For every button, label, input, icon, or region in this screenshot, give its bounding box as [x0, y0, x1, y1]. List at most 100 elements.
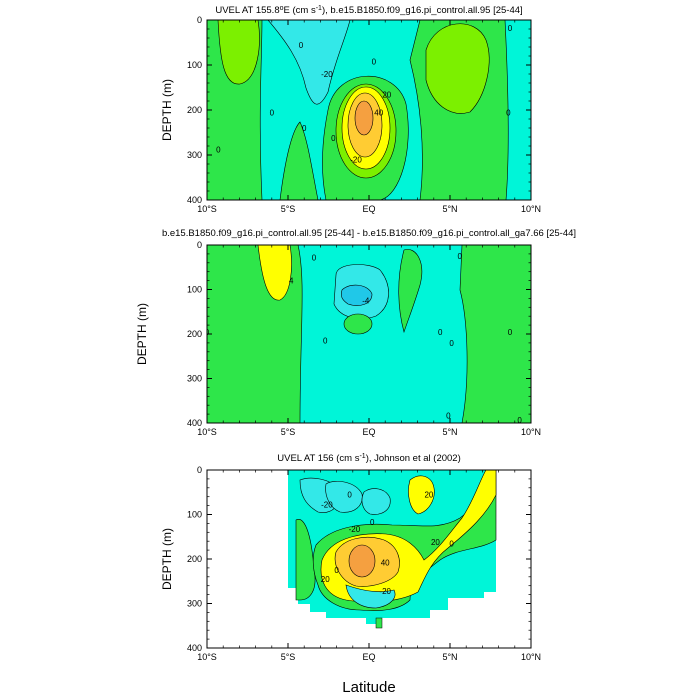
figure-xlabel: Latitude — [342, 679, 395, 696]
panel-3-ytick-label: 0 — [197, 465, 202, 475]
contour-label: -20 — [350, 156, 362, 165]
panel-3-ylabel: DEPTH (m) — [160, 528, 174, 590]
contour-label: -20 — [321, 70, 333, 79]
contour-label: 0 — [299, 41, 304, 50]
panel-2-ytick-label: 200 — [187, 329, 202, 339]
panel-1-ytick-label: 200 — [187, 105, 202, 115]
contour-label: 0 — [302, 124, 307, 133]
panel-1-ylabel: DEPTH (m) — [160, 79, 174, 141]
contour-label: 0 — [446, 411, 451, 420]
panel-1-euc-core — [354, 100, 374, 136]
contour-label: 0 — [347, 490, 352, 499]
panel-1: UVEL AT 155.8oE (cm s-1), b.e15.B1850.f0… — [160, 5, 541, 214]
contour-label: 0 — [449, 539, 454, 548]
panel-2-xtick-label: 10°S — [197, 427, 217, 437]
panel-3-contour-labels: -20 0 0 -20 20 20 0 40 20 0 -20 — [321, 490, 455, 596]
panel-2-positive-blob — [343, 313, 373, 335]
panel-3-xtick-label: 10°S — [197, 652, 217, 662]
panel-1-xtick-label: 10°N — [521, 204, 541, 214]
contour-label: 0 — [205, 328, 210, 337]
contour-label: 0 — [508, 328, 513, 337]
panel-3: UVEL AT 156 (cm s-1), Johnson et al (200… — [160, 453, 541, 662]
panel-1-ytick-label: 400 — [187, 195, 202, 205]
contour-label: 4 — [289, 277, 294, 286]
contour-label: 0 — [438, 328, 443, 337]
panel-2-west-peak — [257, 245, 292, 301]
panel-1-contour-labels: 0 -20 0 0 0 0 20 40 -20 0 0 0 — [216, 24, 513, 164]
contour-label: 0 — [508, 24, 513, 33]
panel-2-negative-core — [340, 284, 373, 306]
panel-3-deep-negative — [345, 584, 396, 609]
contour-label: 40 — [381, 559, 390, 568]
panel-2-north-tongue — [398, 249, 423, 334]
panel-2-xtick-label: 10°N — [521, 427, 541, 437]
contour-label: 0 — [270, 108, 275, 117]
contour-label: 0 — [449, 339, 454, 348]
panel-1-xtick-label: 5°S — [281, 204, 296, 214]
panel-2-ytick-label: 300 — [187, 374, 202, 384]
panel-3-field: -20 0 0 -20 20 20 0 40 20 0 -20 — [288, 470, 497, 629]
panel-1-xtick-label: 5°N — [442, 204, 457, 214]
panel-1-ytick-label: 100 — [187, 60, 202, 70]
panel-2-xtick-label: 5°S — [281, 427, 296, 437]
panel-1-south-tongue — [279, 121, 319, 200]
panel-1-ytick-label: 300 — [187, 150, 202, 160]
contour-label: 0 — [334, 566, 339, 575]
panel-1-xtick-label: EQ — [362, 204, 375, 214]
panel-3-ytick-label: 400 — [187, 643, 202, 653]
panel-2-east-positive-region — [459, 245, 531, 423]
panel-3-negative-jet-2 — [361, 488, 391, 515]
contour-label: 0 — [506, 108, 511, 117]
panel-2: b.e15.B1850.f09_g16.pi_control.all.95 [2… — [135, 228, 576, 437]
panel-2-ytick-label: 400 — [187, 418, 202, 428]
panel-2-ytick-label: 0 — [197, 240, 202, 250]
contour-label: 0 — [331, 134, 336, 143]
panel-3-title: UVEL AT 156 (cm s-1), Johnson et al (200… — [277, 453, 461, 464]
panel-1-ytick-label: 0 — [197, 15, 202, 25]
contour-label: 0 — [216, 146, 221, 155]
panel-2-ytick-label: 100 — [187, 285, 202, 295]
contour-label: 0 — [372, 57, 377, 66]
contour-label: 0 — [312, 253, 317, 262]
panel-3-xtick-label: 10°N — [521, 652, 541, 662]
contour-label: 0 — [370, 518, 375, 527]
contour-label: 0 — [457, 252, 462, 261]
panel-2-xtick-label: EQ — [362, 427, 375, 437]
contour-label: -20 — [321, 501, 333, 510]
panel-1-field: 0 -20 0 0 0 0 20 40 -20 0 0 0 — [207, 20, 531, 200]
panel-1-east-weak-core — [425, 23, 490, 114]
contour-label: 20 — [382, 90, 391, 99]
panel-2-xtick-label: 5°N — [442, 427, 457, 437]
panel-2-ylabel: DEPTH (m) — [135, 303, 149, 365]
panel-3-deep-notch — [375, 617, 383, 629]
panel-1-title: UVEL AT 155.8oE (cm s-1), b.e15.B1850.f0… — [215, 5, 522, 16]
panel-1-west-weak-core — [217, 20, 260, 85]
panel-3-ytick-label: 200 — [187, 554, 202, 564]
contour-label: 0 — [517, 416, 522, 425]
contour-label: 20 — [431, 538, 440, 547]
contour-label: -4 — [362, 297, 370, 306]
contour-label: 20 — [321, 575, 330, 584]
panel-3-xtick-label: 5°S — [281, 652, 296, 662]
panel-3-north-positive — [408, 475, 435, 515]
contour-label: 20 — [424, 490, 433, 499]
contour-label: 40 — [374, 108, 383, 117]
contour-label: -20 — [379, 587, 391, 596]
panel-3-ytick-label: 300 — [187, 599, 202, 609]
panel-3-negative-jet — [325, 481, 363, 513]
panel-3-ytick-label: 100 — [187, 510, 202, 520]
panel-1-westward-jet — [267, 20, 351, 105]
panel-2-title: b.e15.B1850.f09_g16.pi_control.all.95 [2… — [162, 228, 576, 239]
panel-3-euc-core — [348, 544, 376, 578]
contour-label: -20 — [349, 525, 361, 534]
panel-3-xtick-label: EQ — [362, 652, 375, 662]
contour-label: 0 — [323, 337, 328, 346]
panel-3-xtick-label: 5°N — [442, 652, 457, 662]
panel-1-xtick-label: 10°S — [197, 204, 217, 214]
